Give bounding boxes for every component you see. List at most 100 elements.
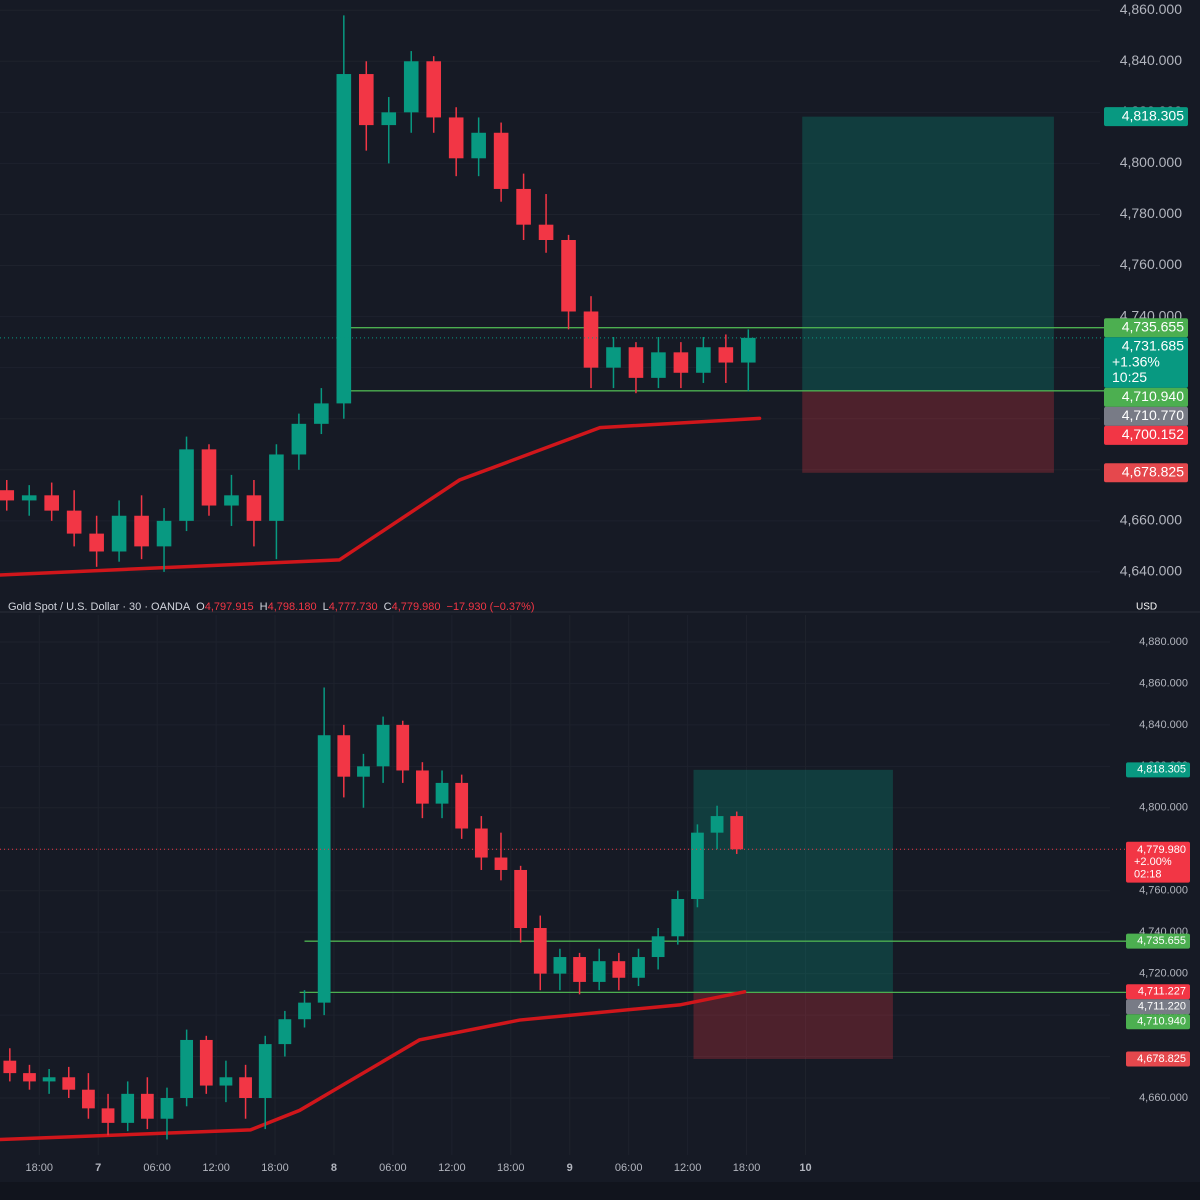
candle-body — [651, 352, 666, 378]
symbol-legend: Gold Spot / U.S. Dollar · 30 · OANDA O 4,7… — [8, 601, 535, 613]
candle-body — [516, 188, 531, 225]
price-badge — [1126, 841, 1190, 883]
price-badge — [1104, 387, 1188, 407]
candle-body — [358, 74, 374, 126]
price-badge-label: 4,710.940 — [1122, 388, 1184, 404]
candle-body — [121, 1093, 135, 1123]
candle-body — [381, 112, 397, 126]
candle-body — [533, 928, 547, 974]
y-tick-label: 4,760.000 — [1120, 256, 1182, 272]
candle-body — [291, 423, 307, 455]
x-tick-label: 18:00 — [26, 1162, 54, 1174]
price-badge — [1104, 463, 1188, 483]
price-badge-detail: +1.36% — [1112, 353, 1160, 369]
candle-body — [314, 403, 329, 424]
candle-body — [337, 735, 351, 777]
candle-body — [21, 495, 37, 501]
candle-body — [201, 449, 217, 506]
price-badge-label: 4,711.227 — [1138, 986, 1186, 998]
price-badge — [1104, 425, 1188, 445]
x-tick-label: 10 — [799, 1162, 811, 1174]
price-badge-label: 4,779.980 — [1137, 844, 1186, 856]
price-badge-label: 4,731.685 — [1122, 338, 1184, 354]
x-tick-label: 18:00 — [497, 1162, 525, 1174]
y-tick-label: 4,800.000 — [1120, 154, 1182, 170]
candle-body — [180, 1039, 194, 1098]
price-badge-label: 4,710.770 — [1122, 407, 1184, 423]
bottom-bar — [0, 1182, 1200, 1200]
price-badge — [1104, 337, 1188, 388]
candle-body — [710, 816, 724, 833]
candle-body — [628, 347, 644, 378]
price-badge-label: 4,678.825 — [1122, 463, 1184, 479]
candle-body — [62, 1077, 76, 1090]
price-badge — [1104, 107, 1188, 127]
candle-body — [730, 816, 744, 850]
candle-body — [317, 735, 331, 1003]
candle-body — [396, 724, 410, 771]
price-badge — [1126, 999, 1190, 1015]
y-tick-label: 4,760.000 — [1139, 885, 1188, 897]
y-tick-label: 4,660.000 — [1120, 512, 1182, 528]
candle-body — [493, 132, 509, 189]
candle-body — [538, 224, 554, 240]
change-value: −17.930 (−0.37%) — [447, 601, 535, 613]
y-tick-label: 4,840.000 — [1139, 719, 1188, 731]
x-tick-label: 12:00 — [202, 1162, 230, 1174]
price-badge-label: 4,678.825 — [1137, 1053, 1186, 1065]
price-badge — [1126, 1014, 1190, 1030]
candle-body — [376, 724, 390, 767]
candle-body — [426, 61, 442, 118]
candle-body — [471, 132, 486, 159]
y-tick-label: 4,640.000 — [1120, 563, 1182, 579]
ohlc-value: 4,798.180 — [268, 601, 317, 613]
position-stop-zone — [693, 992, 893, 1059]
candle-body — [82, 1089, 95, 1109]
candle-body — [573, 957, 586, 982]
y-tick-label: 4,720.000 — [1139, 968, 1188, 980]
candle-body — [671, 898, 685, 937]
x-tick-label: 7 — [95, 1162, 101, 1174]
price-badge-label: 4,711.220 — [1138, 1001, 1186, 1013]
ohlc-key: H — [260, 601, 268, 613]
price-badge — [1104, 318, 1188, 338]
candle-body — [741, 337, 756, 363]
ema-line — [0, 990, 747, 1142]
candle-body — [134, 515, 149, 547]
candle-body — [42, 1077, 56, 1082]
price-badge-detail: 02:18 — [1134, 868, 1162, 880]
candle-body — [606, 347, 621, 368]
candle-body — [0, 490, 15, 501]
x-tick-label: 8 — [331, 1162, 337, 1174]
price-badge-label: 4,735.655 — [1137, 935, 1186, 947]
candle-body — [111, 515, 127, 552]
x-tick-label: 12:00 — [674, 1162, 702, 1174]
symbol-name: Gold Spot / U.S. Dollar · 30 · OANDA — [8, 601, 191, 613]
candle-body — [435, 782, 449, 804]
candle-body — [455, 782, 469, 829]
candle-body — [336, 74, 352, 404]
candle-body — [199, 1039, 213, 1086]
price-badge-label: 4,735.655 — [1122, 318, 1184, 334]
candle-body — [101, 1108, 115, 1123]
candle-body — [239, 1077, 252, 1098]
candle-body — [89, 533, 104, 552]
price-badge — [1126, 984, 1190, 1000]
candle-body — [269, 454, 284, 521]
candle-body — [632, 957, 645, 978]
candle-body — [612, 961, 626, 978]
candle-body — [44, 495, 59, 511]
ema-line — [0, 416, 762, 577]
ohlc-value: 4,777.730 — [329, 601, 378, 613]
candle-body — [416, 770, 429, 804]
price-badge-label: 4,818.305 — [1122, 107, 1184, 123]
x-tick-label: 06:00 — [379, 1162, 407, 1174]
candle-body — [691, 832, 704, 899]
ohlc-key: O — [196, 601, 205, 613]
y-tick-label: 4,780.000 — [1120, 205, 1182, 221]
ohlc-key: C — [384, 601, 392, 613]
position-target-zone — [802, 116, 1054, 391]
currency-label: USD — [1136, 602, 1157, 613]
